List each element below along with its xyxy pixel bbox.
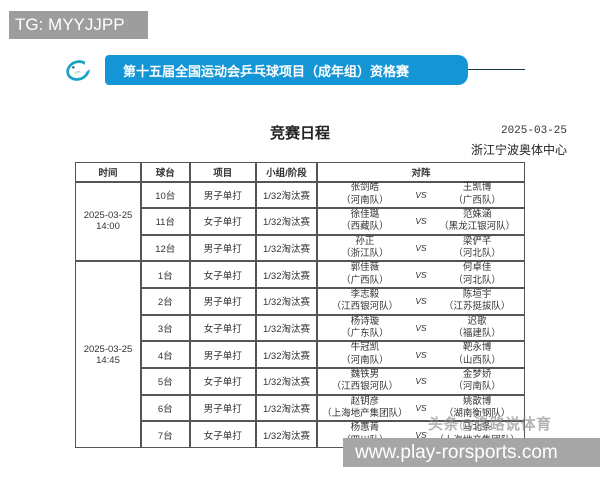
svg-text:T.T.A.: T.T.A. — [74, 69, 82, 75]
